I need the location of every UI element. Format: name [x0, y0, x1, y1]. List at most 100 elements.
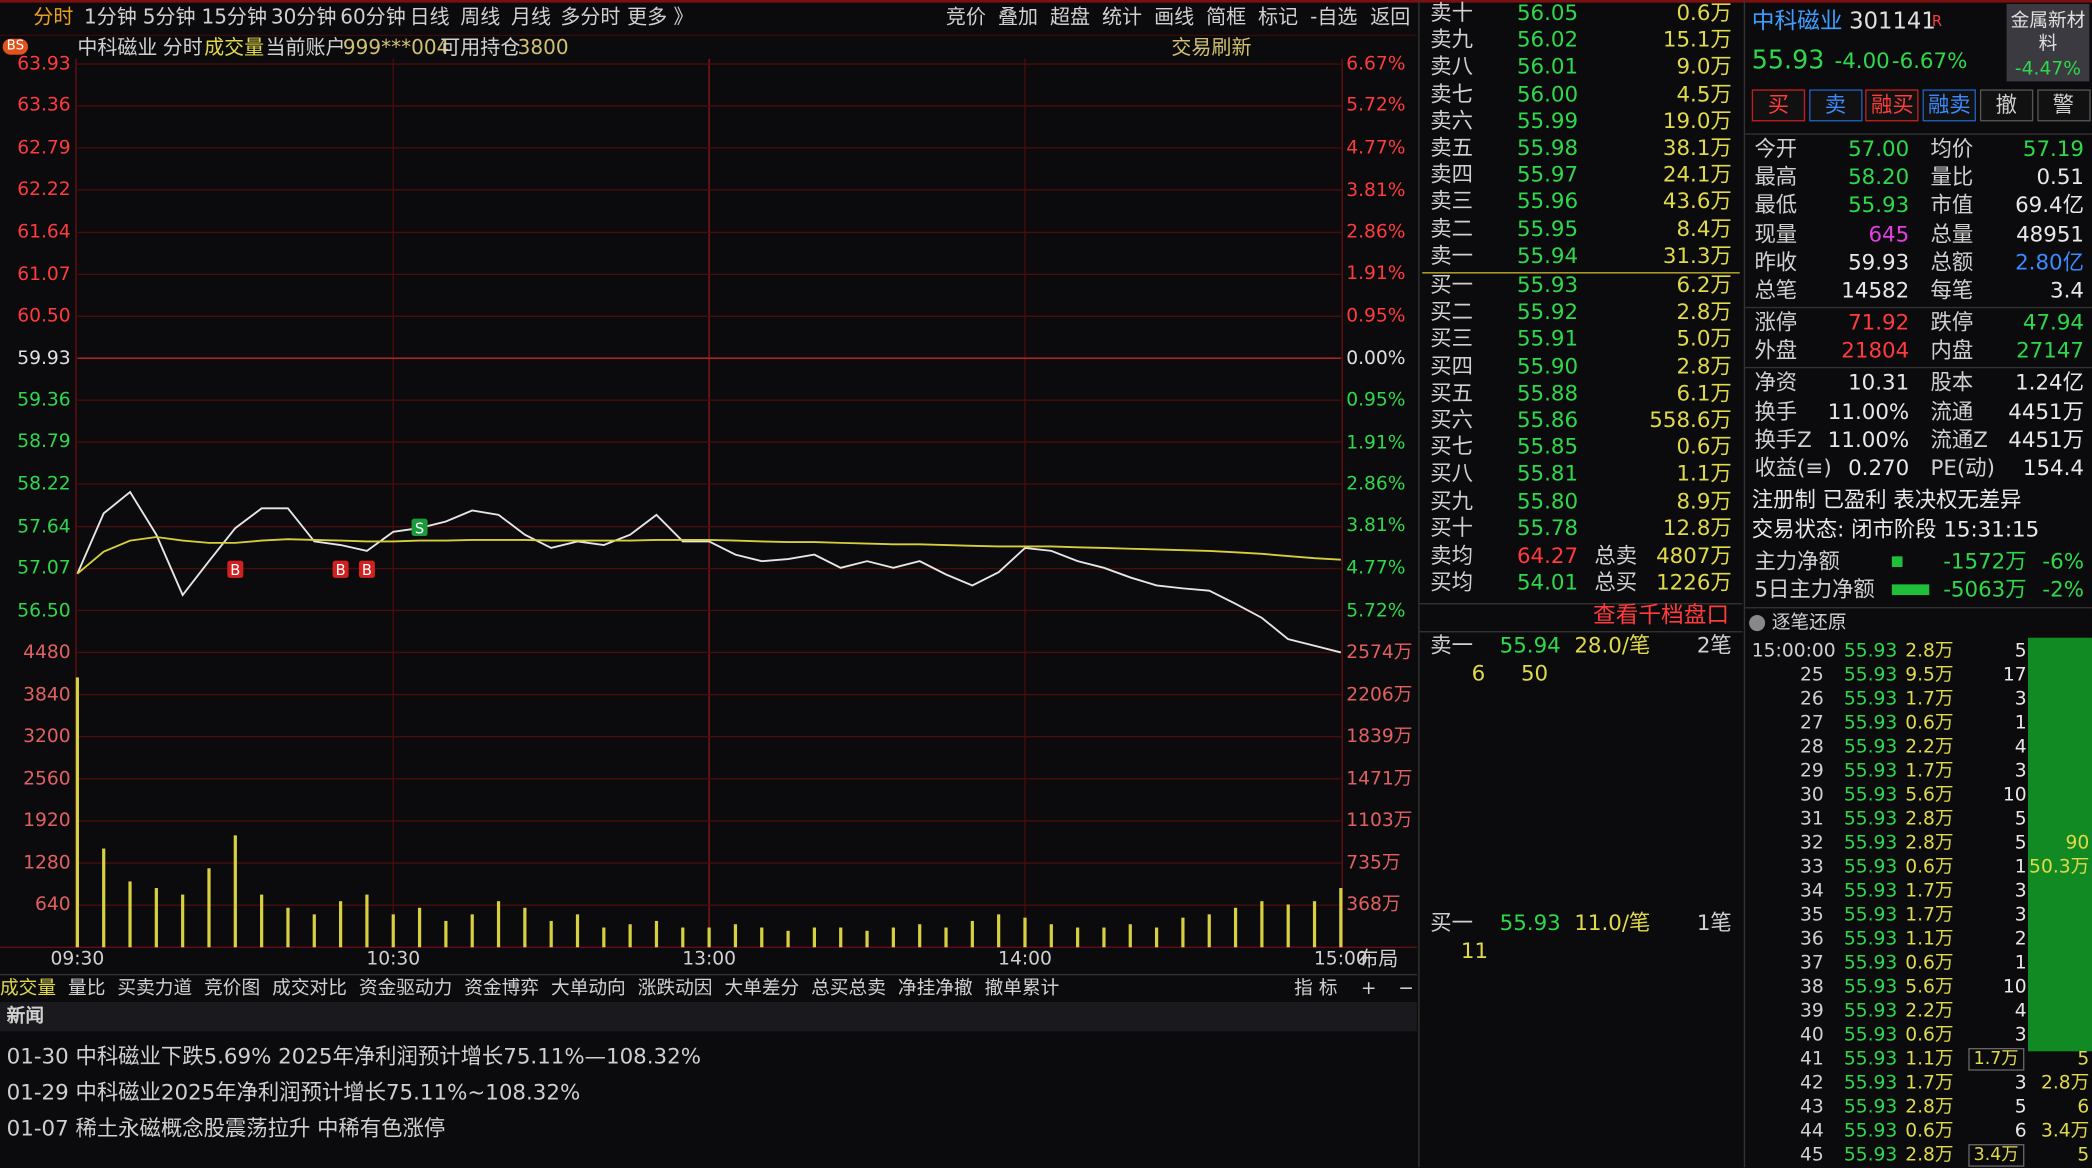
depth-link[interactable]: 查看千档盘口 [1593, 602, 1730, 630]
trade-count: 3 [2014, 1072, 2027, 1095]
news-item[interactable]: 01-29 中科磁业2025年净利润预计增长75.11%~108.32% [6, 1079, 581, 1105]
trade-side: 50.3万 [2029, 856, 2090, 878]
period-tab[interactable]: 更多 》 [627, 4, 694, 29]
sector-name: 金属新材料 [2010, 10, 2086, 55]
indicator-tab[interactable]: 买卖力道 [117, 977, 193, 1000]
tool-button[interactable]: 标记 [1258, 4, 1299, 29]
tool-button[interactable]: 竞价 [945, 4, 986, 29]
volume-bar [891, 927, 895, 948]
y2-tick-label: 3.81% [1346, 179, 1406, 201]
volume-bar [75, 677, 79, 948]
tool-button[interactable]: 统计 [1102, 4, 1143, 29]
trade-volume: 1.7万 [1905, 760, 1954, 782]
indicator-tab[interactable]: 量比 [68, 977, 106, 1000]
level-price: 55.88 [1516, 379, 1579, 406]
trade-button[interactable]: 融卖 [1928, 92, 1971, 118]
period-tab[interactable]: 5分钟 [142, 4, 196, 29]
trade-button[interactable]: 警 [2052, 92, 2074, 118]
indicator-tab[interactable]: 竞价图 [204, 977, 261, 1000]
volume-bar [470, 914, 474, 948]
volume-bar [628, 924, 632, 948]
avg-label: 买均 [1430, 569, 1473, 596]
tool-button[interactable]: 叠加 [997, 4, 1039, 29]
tool-button[interactable]: -自选 [1310, 4, 1358, 29]
trade-count: 1 [2014, 712, 2027, 734]
y-tick-label: 1920 [23, 810, 71, 832]
button-frame [1808, 89, 1863, 122]
trade-volume: 1.7万 [1905, 880, 1954, 902]
tool-button[interactable]: 返回 [1370, 4, 1411, 29]
stat-value: 0.51 [2036, 164, 2084, 190]
y2-tick-label: 4.77% [1346, 557, 1406, 580]
period-tab[interactable]: 30分钟 [270, 4, 337, 29]
y-tick-label: 56.50 [17, 599, 71, 622]
level-price: 55.81 [1516, 460, 1579, 487]
refresh-button[interactable]: 交易刷新 [1171, 35, 1252, 60]
period-tab[interactable]: 周线 [460, 4, 501, 29]
period-tab[interactable]: 分时 [33, 4, 74, 29]
period-tab[interactable]: 60分钟 [340, 4, 406, 29]
volume-bar [523, 907, 527, 948]
indicator-tab[interactable]: 撤单累计 [984, 977, 1060, 1000]
best-price: 55.94 [1499, 632, 1561, 658]
x-tick-label: 10:30 [366, 948, 421, 970]
indicator-tab[interactable]: 成交量 [0, 977, 57, 1000]
stat-value: 57.19 [2022, 136, 2084, 162]
news-item[interactable]: 01-07 稀土永磁概念股震荡拉升 中稀有色涨停 [6, 1115, 446, 1141]
trade-volume: 0.6万 [1905, 712, 1954, 734]
y-tick-label: 58.79 [17, 431, 71, 453]
indicator-button[interactable]: 指 标 [1294, 977, 1338, 1000]
remove-button[interactable]: − [1398, 977, 1414, 1000]
trade-time: 40 [1800, 1024, 1824, 1046]
level-price: 55.96 [1516, 188, 1579, 214]
per-trade: 11.0/笔 [1574, 909, 1651, 936]
trade-count: 3 [2014, 688, 2027, 710]
tool-button[interactable]: 超盘 [1049, 4, 1091, 29]
indicator-tab[interactable]: 涨跌动因 [637, 977, 713, 1000]
trade-button[interactable]: 买 [1767, 92, 1790, 118]
period-tab[interactable]: 月线 [510, 4, 552, 29]
total-label: 总买 [1594, 569, 1638, 596]
add-button[interactable]: + [1360, 977, 1377, 1000]
volume-bar [1339, 888, 1343, 948]
divider [0, 973, 1417, 976]
period-tab[interactable]: 15分钟 [201, 4, 267, 29]
period-tab[interactable]: 日线 [409, 4, 450, 29]
volume-bar [1260, 901, 1264, 948]
trade-button[interactable]: 撤 [1995, 92, 2018, 118]
tool-button[interactable]: 画线 [1154, 4, 1195, 29]
y2-tick-label: 0.95% [1346, 305, 1406, 327]
period-tab[interactable]: 1分钟 [84, 4, 137, 29]
indicator-tab[interactable]: 大单动向 [551, 977, 626, 1000]
indicator-tab[interactable]: 资金驱动力 [358, 977, 453, 1000]
divider [1745, 306, 2092, 309]
stat-value: 14582 [1841, 277, 1910, 303]
best-label: 买一 [1430, 909, 1473, 936]
stat-label: 今开 [1754, 136, 1798, 162]
volume-bar [944, 927, 948, 948]
period-tab[interactable]: 多分时 [560, 4, 621, 29]
level-price: 55.99 [1516, 107, 1579, 134]
indicator-tab[interactable]: 总买总卖 [811, 977, 886, 1000]
trade-button[interactable]: 融买 [1871, 92, 1914, 118]
layout-button[interactable]: 布局 [1358, 946, 1399, 971]
stat-label: 均价 [1930, 136, 1974, 162]
indicator-tab[interactable]: 成交对比 [272, 977, 347, 1000]
trade-time: 43 [1800, 1096, 1824, 1119]
level-label: 买四 [1430, 353, 1473, 379]
y2-tick-label: 1.91% [1346, 431, 1406, 454]
indicator-tab[interactable]: 净挂净撤 [897, 977, 973, 1000]
level-volume: 0.6万 [1676, 0, 1732, 26]
trade-button[interactable]: 卖 [1824, 92, 1847, 118]
trade-price: 55.93 [1843, 1120, 1898, 1143]
stat-value: 55.93 [1848, 192, 1910, 218]
y-tick-label: 57.64 [17, 515, 71, 538]
indicator-tab[interactable]: 大单差分 [724, 977, 800, 1000]
trade-time: 30 [1800, 784, 1824, 806]
stat-value: 645 [1868, 221, 1910, 247]
indicator-tab[interactable]: 资金博弈 [464, 977, 540, 1000]
trade-count: 2 [2014, 928, 2027, 950]
volume-bar [1102, 927, 1106, 948]
tool-button[interactable]: 简框 [1206, 4, 1247, 29]
news-item[interactable]: 01-30 中科磁业下跌5.69% 2025年净利润预计增长75.11%—108… [6, 1043, 702, 1069]
